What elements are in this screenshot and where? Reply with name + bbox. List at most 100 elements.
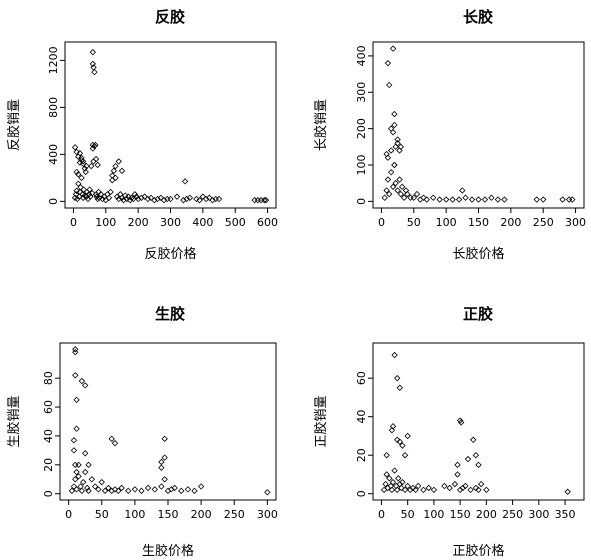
panel-1-data-point [75,171,82,178]
panel-3-plot-frame [59,342,277,501]
panel-1-data-point [92,155,100,163]
panel-3-data-point [80,478,87,486]
panel-4-data-point [394,375,401,382]
panel-1-data-point [73,168,80,176]
panel-2-data-point [394,140,401,147]
panel-2-x-tick-label: 0 [378,216,385,229]
panel-1-data-point [71,144,79,151]
panel-1-x-tick-label: 300 [160,216,181,229]
panel-1-data-point [76,150,84,157]
panel-2-data-point [488,194,495,201]
panel-3-data-point [84,484,91,492]
panel-4-x-tick-label: 150 [450,508,471,521]
panel-2-data-point [392,143,399,150]
panel-1-data-point [82,168,89,176]
panel-3-data-point [108,435,115,442]
panel-2-x-tick-label: 300 [565,216,586,229]
panel-1-data-point [94,161,101,169]
panel-1-data-point [80,186,87,193]
panel-2-data-point [394,136,401,143]
panel-2-data-point [404,190,411,198]
panel-2-data-point [449,196,456,203]
panel-2-x-tick-label: 150 [468,216,489,229]
panel-4-x-tick-label: 250 [502,508,523,521]
panel-2-y-tick-label: 400 [355,45,368,66]
panel-1-data-point [141,193,148,200]
panel-1-title: 反胶 [155,8,185,26]
panel-2-y-tick-label: 100 [355,154,368,175]
panel-3-y-tick-label: 80 [42,371,55,385]
panel-2-data-point [462,194,469,201]
panel-3-x-tick-label: 200 [191,508,212,521]
panel-1-data-point [115,158,122,165]
panel-4-x-axis-label: 正胶价格 [452,543,504,559]
panel-2-x-tick-label: 200 [500,216,521,229]
panel-2-data-point [387,169,395,176]
panel-3-data-point [98,478,105,486]
panel-1-plot-frame [64,41,277,209]
panel-1-data-point [105,194,113,202]
panel-3-data-point [72,372,79,379]
panel-3-y-tick-label: 40 [42,429,55,443]
panel-1-data-point [109,172,116,179]
panel-3-data-point [158,464,165,471]
panel-3-y-tick-label: 20 [42,458,55,472]
panel-1-data-point [199,193,207,200]
panel-1-data-point [83,162,90,170]
panel-2-data-point [400,194,408,201]
panel-2-data-point [565,196,573,203]
panel-1-x-tick-label: 200 [128,216,149,229]
panel-3-y-tick-label: 0 [42,490,55,497]
panel-1-data-point [181,178,189,185]
panel-4-data-point [454,461,461,468]
panel-1-data-point [88,162,95,170]
panel-3-data-point [171,484,178,492]
panel-4-data-point [483,486,490,494]
panel-4-data-point [388,427,396,434]
panel-1-data-point [154,195,161,203]
panel-3-x-tick-label: 100 [124,508,145,521]
panel-3-data-point [158,483,165,490]
panel-1-data-point [133,193,140,200]
panel-4-data-point [472,452,480,459]
panel-4-data-point [388,486,396,494]
panel-3-data-point [118,484,125,492]
panel-1-data-point [112,162,119,170]
panel-2-data-point [494,196,502,203]
panel-3-data-point [72,349,79,356]
panel-3-data-point [101,487,109,494]
panel-4-x-tick-label: 50 [401,508,415,521]
panel-2-x-tick-label: 100 [436,216,457,229]
panel-3-data-point [72,346,79,353]
panel-3-data-point [197,483,205,490]
panel-3-data-point [73,468,80,476]
panel-3-data-point [70,437,78,444]
panel-1-data-point [209,197,216,204]
panel-1-data-point [196,197,203,204]
panel-1-data-point [110,167,118,174]
panel-4-data-point [382,480,389,488]
panel-4-data-point [394,486,401,494]
panel-1-data-point [112,174,119,182]
panel-1-data-point [89,48,97,56]
panel-4-data-point [462,482,469,490]
panel-4-data-point [458,419,465,426]
panel-2-y-axis-label: 长胶销量 [313,99,329,151]
panel-2-data-point [389,45,397,52]
panel-1-y-tick-label: 800 [47,97,60,118]
panel-3-data-point [138,487,145,494]
panel-3-data-point [115,487,122,494]
panel-3-data-point [151,486,158,493]
panel-1-x-tick-label: 500 [225,216,246,229]
panel-4-data-point [401,452,409,459]
panel-1-data-point [120,197,127,204]
panel-1-data-point [138,194,145,202]
panel-3-data-point [70,447,78,454]
panel-1-data-point [75,180,82,187]
panel-2-data-point [468,196,476,203]
panel-3-data-point [88,476,95,483]
panel-1-data-point [74,195,81,203]
panel-2-x-tick-label: 50 [407,216,421,229]
panel-4-data-point [399,478,406,486]
panel-2-data-point [430,194,437,201]
